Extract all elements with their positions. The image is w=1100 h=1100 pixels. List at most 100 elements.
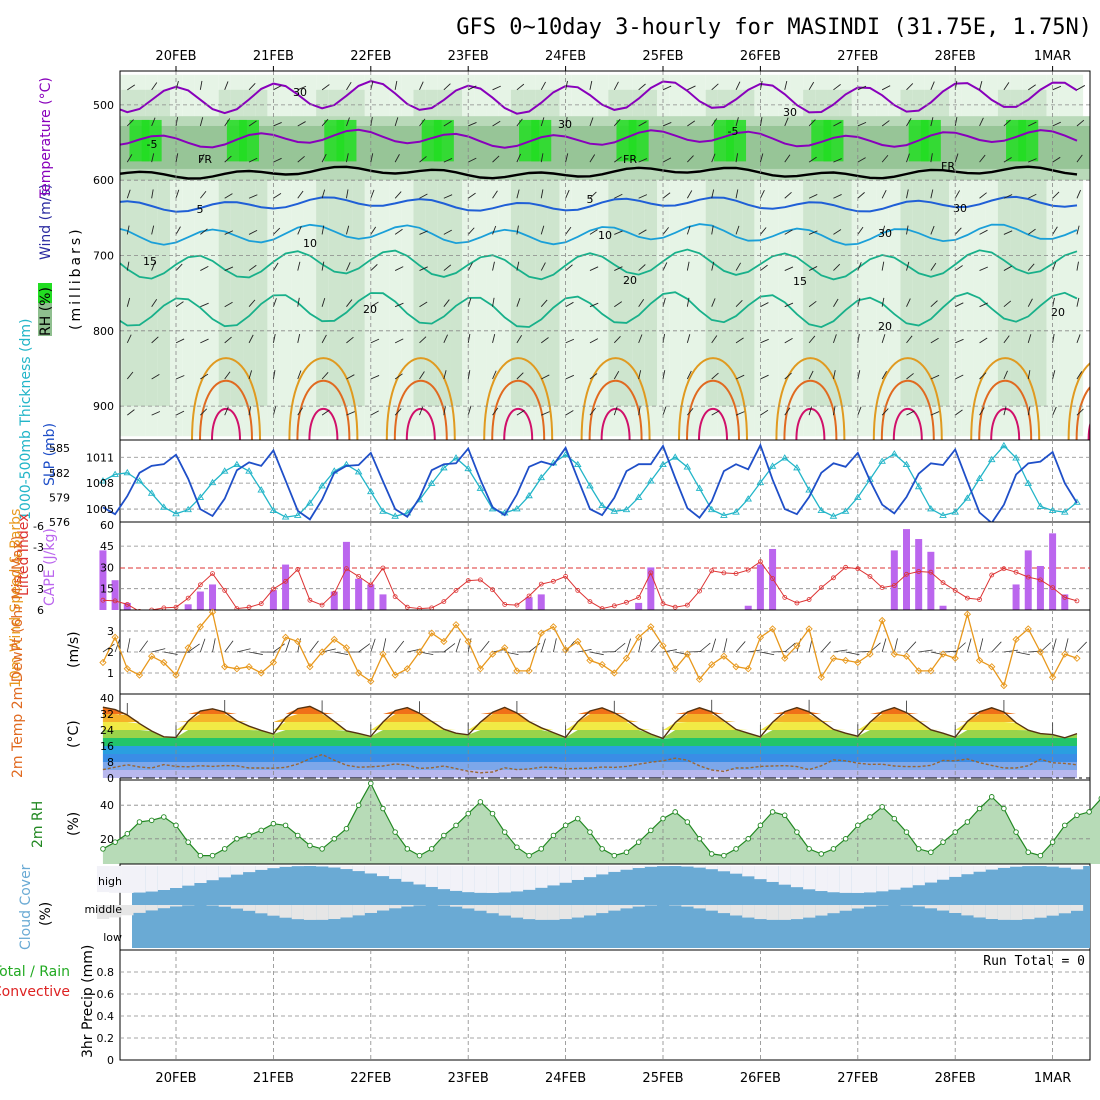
wind-barb [589,191,597,199]
wind-barb [686,261,690,271]
wind-barb [272,333,276,343]
thickness-point [354,468,363,475]
cloud-clear-mid [778,905,791,920]
cloud-clear-high [486,866,499,893]
lifted-index-point [697,588,702,594]
wind-barb [200,408,208,416]
wind-tick: 3 [107,625,114,638]
thickness-point [245,467,253,474]
wind-barb [662,227,669,235]
temp-tick: 0 [107,772,114,785]
wind-barb [1076,261,1079,271]
wind-barb [1076,371,1083,380]
thickness-point [379,507,387,514]
cloud-clear-high [206,866,219,881]
cloud-clear-high [474,866,487,893]
temperature-contour [120,128,1078,149]
wind-barb [881,225,886,235]
wind-barb [857,192,865,199]
wind-speed-point [915,667,923,675]
wind-barb-10m [1052,638,1057,653]
rh-tick: 20 [100,833,114,846]
wind-speed-point [1073,654,1081,662]
temperature-unit: (°C) [66,720,82,748]
rh-high-cell [336,119,357,162]
cloud-clear-mid [510,905,524,918]
wind-barb [565,374,575,380]
wind-barb-10m [126,638,131,653]
wind-barb-10m [528,643,541,653]
wind-barb [297,370,302,380]
cloud-clear-mid [316,905,329,920]
wind-barb [662,262,668,271]
wind-speed-point [537,629,545,637]
wind-barb-10m [589,651,604,656]
wind-barb [833,370,836,380]
lifted-index-point [551,578,556,584]
wind-barb [1052,191,1060,199]
cape-bar [915,539,923,610]
wind-speed-point [245,663,253,671]
wind-speed-point [294,637,302,646]
wind-barb [1003,406,1007,416]
temperature-contour [385,357,456,440]
lifted-index-point [745,567,751,573]
lifted-index-point [879,585,885,590]
wind-barb [199,117,204,127]
lifted-index-point [989,572,995,578]
cloud-clear-high [583,866,597,878]
wind-speed-point [160,658,168,667]
wind-speed-point [854,658,862,667]
rh-point [952,829,958,835]
wind-barb [224,118,231,127]
wind-barb [1076,119,1085,127]
wind-barb [224,336,232,344]
wind-barb [394,154,400,163]
temp-tick: 24 [100,724,114,737]
wind-speed-point [1048,673,1057,681]
cloud-clear-mid [924,905,938,909]
cloud-clear-mid [328,905,341,920]
rh-high-cell [920,119,941,162]
lifted-index-point [611,603,617,609]
rh-point [1049,839,1056,845]
wind-barb [565,301,574,308]
wind-barb [589,373,598,380]
lifted-index-point [1050,585,1055,590]
cloud-clear-high [742,866,755,877]
wind-barb [103,191,109,198]
thickness-point [902,460,911,468]
cloud-cover-label: Cloud Cover [18,864,34,950]
thickness-point [391,512,399,519]
cloud-clear-high [267,866,280,869]
cloud-clear-high [815,866,828,892]
cloud-clear-mid [949,905,962,914]
rh-point [161,814,167,820]
wind-barb [248,370,253,380]
temperature-contour [503,408,534,440]
wind-barb [321,225,325,235]
temp-band [102,722,1077,730]
thickness-point [817,506,826,513]
wind-barb [857,262,862,271]
contour-label: 5 [587,193,594,206]
cloud-clear-high [401,866,414,882]
rh-high-cell [726,119,747,162]
cloud-clear-mid [1058,905,1071,914]
contour-label: 20 [363,303,377,316]
wind-barb [662,192,671,199]
thickness-point [99,477,107,484]
wind-barb [419,301,428,308]
wind-barb [711,189,715,199]
lifted-index-point [818,585,824,590]
wind-speed-point [99,658,107,667]
cape-bar [355,578,363,610]
precip-tick: 0.8 [97,966,115,979]
rh-point [295,832,301,839]
cloud-clear-high [133,866,146,893]
wind-barb [613,406,618,416]
wind-speed-point [768,625,777,633]
cloud-clear-high [888,866,901,890]
wind-speed-point [902,652,911,660]
temp-band [102,730,1077,738]
